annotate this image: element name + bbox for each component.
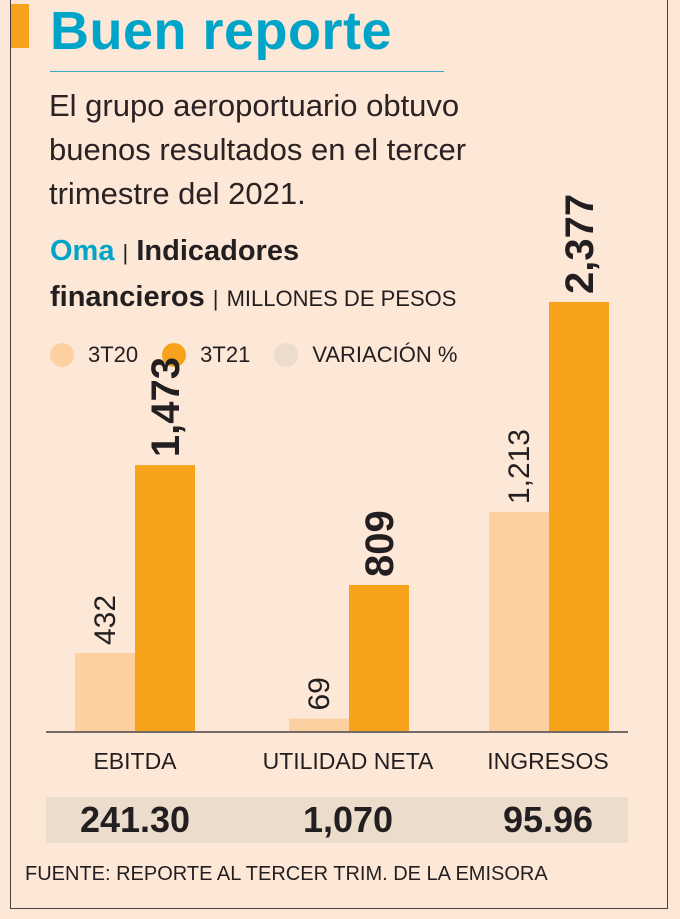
legend: 3T20 3T21 VARIACIÓN %: [50, 342, 471, 368]
data-label: 2,377: [558, 194, 602, 294]
heading-2: financieros: [50, 281, 205, 313]
separator-2: |: [212, 286, 219, 311]
legend-dot-3t20: [50, 343, 74, 367]
legend-label-3t21: 3T21: [200, 342, 251, 367]
title-rule: [50, 71, 444, 72]
bar-3t20-2: [489, 512, 549, 731]
variation-row: [46, 797, 628, 843]
legend-label-variation: VARIACIÓN %: [312, 342, 458, 367]
variation-value: 1,070: [302, 799, 394, 840]
frame: [10, 0, 668, 909]
description: El grupo aeroportuario obtuvo buenos res…: [49, 88, 467, 211]
units: MILLONES DE PESOS: [226, 286, 457, 311]
bar-3t21-1: [349, 584, 409, 731]
separator: |: [122, 240, 129, 265]
data-label: 69: [303, 677, 336, 710]
data-label: 1,213: [503, 429, 536, 504]
category-label: INGRESOS: [487, 748, 609, 774]
category-label: EBITDA: [93, 748, 177, 774]
variation-value: 95.96: [502, 799, 594, 840]
bar-3t20-1: [289, 718, 349, 731]
data-label: 1,473: [144, 357, 188, 457]
data-label: 432: [89, 595, 122, 645]
heading-1: Indicadores: [136, 235, 300, 267]
legend-dot-variation: [274, 343, 299, 367]
company-name: Oma: [50, 235, 115, 267]
variation-value: 241.30: [79, 799, 191, 840]
category-label: UTILIDAD NETA: [262, 748, 434, 774]
data-label: 809: [358, 510, 402, 577]
source-note: FUENTE: REPORTE AL TERCER TRIM. DE LA EM…: [25, 863, 548, 885]
accent-tab: [11, 4, 29, 48]
chart-subtitle: Oma | Indicadores financieros | MILLONES…: [50, 229, 456, 321]
bar-3t21-0: [135, 465, 195, 731]
bar-3t21-2: [549, 302, 609, 731]
page-title: Buen reporte: [50, 1, 393, 61]
legend-label-3t20: 3T20: [88, 342, 139, 367]
bar-3t20-0: [75, 653, 135, 731]
legend-dot-3t21: [162, 343, 187, 367]
